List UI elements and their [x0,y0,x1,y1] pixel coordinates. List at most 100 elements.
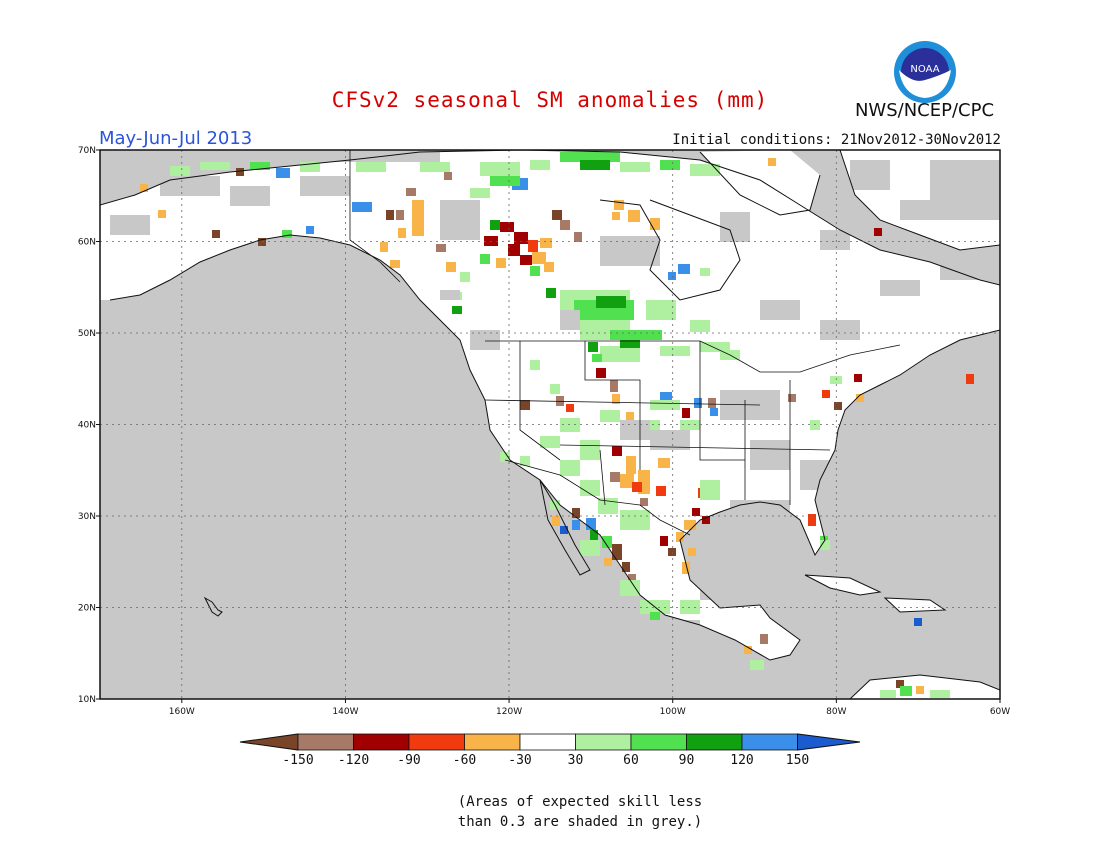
anomaly-cell [620,340,640,348]
anomaly-cell [396,210,404,220]
legend-tick-labels: -150 -120 -90 -60 -30 30 60 90 120 150 [282,753,809,768]
anomaly-cell [580,480,600,496]
anomaly-cell [586,518,596,530]
skill-mask-cell [600,236,660,266]
lon-label: 60W [990,707,1010,717]
anomaly-cell [930,690,950,698]
gridlines [100,150,1000,699]
lon-label: 120W [496,707,522,717]
anomaly-cell [592,354,602,362]
anomaly-cell [560,418,580,432]
legend-arrow-high [797,733,861,751]
anomaly-cell [552,516,560,526]
anomaly-cell [580,540,600,556]
anomaly-cell [588,342,598,352]
anomaly-cell [560,526,568,534]
anomaly-cell [610,330,650,340]
anomaly-cell [642,330,662,340]
anomaly-cell [602,536,612,548]
legend-box [630,733,687,751]
anomaly-cell [566,404,574,412]
anomaly-cell [282,230,292,238]
anomaly-cell [140,184,148,192]
lon-label: 100W [660,707,686,717]
anomaly-cell [684,520,696,530]
anomaly-cell [700,342,730,352]
anomaly-cell [452,306,462,314]
skill-mask-cell [440,200,480,240]
map-title: CFSv2 seasonal SM anomalies (mm) [331,88,769,112]
anomaly-cell [620,162,650,172]
anomaly-cell [708,398,716,408]
anomaly-cell [596,296,626,308]
anomaly-cell [834,402,842,410]
anomaly-cell [560,220,570,230]
anomaly-cell [632,482,642,492]
anomaly-cell [692,508,700,516]
legend-box [741,733,798,751]
anomaly-cell [560,152,620,162]
anomaly-cell [710,408,718,416]
anomaly-cell [610,472,620,482]
anomaly-cell [306,226,314,234]
skill-mask-cell [760,300,800,320]
legend-tick: 60 [623,753,639,768]
lat-label: 20N [78,604,96,614]
skill-mask-cell [930,160,1000,220]
legend-tick: 150 [786,753,809,768]
anomaly-cell [436,244,446,252]
skill-mask-cell [160,176,220,196]
legend-arrow-low [239,733,299,751]
skill-mask-cell [800,460,840,490]
anomaly-cell [604,558,612,566]
lon-label: 80W [826,707,846,717]
anomaly-cell [600,346,640,362]
anomaly-cell [544,262,554,272]
anomaly-cell [356,162,386,172]
skill-mask-cell [750,440,790,470]
forecast-period: May-Jun-Jul 2013 [99,128,253,149]
anomaly-cell [750,660,764,670]
latitude-labels: 70N 60N 50N 40N 30N 20N 10N [78,146,100,705]
anomaly-cell [916,686,924,694]
lat-label: 50N [78,329,96,339]
legend-box [297,733,354,751]
anomaly-cell [600,410,620,422]
anomaly-cell [580,440,600,460]
legend-box [686,733,743,751]
initial-conditions: Initial conditions: 21Nov2012-30Nov2012 [672,132,1001,148]
anomaly-cell [490,220,500,230]
anomaly-cell [530,266,540,276]
legend-box [353,733,410,751]
skill-mask-cell [720,212,750,242]
skill-note-line-2: than 0.3 are shaded in grey.) [457,814,703,830]
anomaly-cell [546,288,556,298]
lat-label: 60N [78,238,96,248]
anomaly-cell [688,548,696,556]
anomaly-cell [768,158,776,166]
anomaly-cell [550,384,560,394]
anomaly-cell [158,210,166,218]
skill-mask-cell [880,280,920,296]
lat-label: 40N [78,421,96,431]
anomaly-cell [300,162,320,172]
anomaly-cell [874,228,882,236]
organization-label: NWS/NCEP/CPC [854,100,995,121]
anomaly-cell [966,374,974,384]
anomaly-cell [808,514,816,526]
anomaly-cell [702,516,710,524]
anomaly-cell [690,320,710,332]
anomaly-cell [640,498,648,506]
anomaly-cell [596,368,606,378]
anomaly-cell [856,394,864,402]
anomaly-cell [658,458,670,468]
anomaly-cell [390,260,400,268]
legend-tick: -60 [453,753,476,768]
anomaly-cell [760,634,768,644]
skill-mask-cell [470,330,500,350]
anomaly-cell [680,420,700,430]
anomaly-cell [480,162,520,176]
legend-tick: -120 [338,753,369,768]
anomaly-cell [444,172,452,180]
noaa-logo-icon: NOAA [894,41,956,103]
